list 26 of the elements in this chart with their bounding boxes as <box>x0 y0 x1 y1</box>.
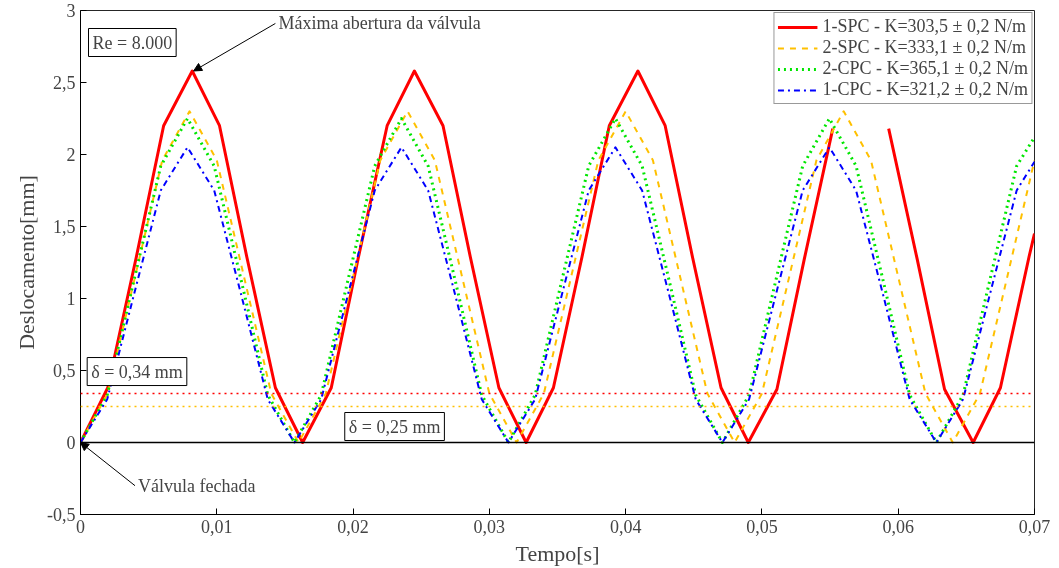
y-tick-label: 1 <box>66 289 76 309</box>
y-tick-label: -0,5 <box>47 505 76 525</box>
y-tick-label: 0 <box>66 433 76 453</box>
x-tick-label: 0,06 <box>882 516 914 537</box>
y-tick-label: 2,5 <box>53 73 76 93</box>
legend-label: 1-CPC - K=321,2 ± 0,2 N/m <box>822 79 1028 100</box>
x-tick-label: 0,02 <box>337 516 369 537</box>
legend-label: 1-SPC - K=303,5 ± 0,2 N/m <box>822 16 1026 37</box>
ref-line-label: δ = 0,25 mm <box>348 416 441 437</box>
ref-line-label: δ = 0,34 mm <box>91 361 183 382</box>
y-tick-label: 3 <box>66 1 76 21</box>
x-tick-label: 0,05 <box>746 516 778 537</box>
x-tick-label: 0,07 <box>1018 516 1051 537</box>
annotation: Re = 8.000 <box>92 32 173 53</box>
y-axis-title: Deslocamento[mm] <box>14 175 40 350</box>
legend-label: 2-CPC - K=365,1 ± 0,2 N/m <box>822 58 1028 79</box>
x-tick-label: 0,01 <box>201 516 233 537</box>
legend-label: 2-SPC - K=333,1 ± 0,2 N/m <box>822 37 1026 58</box>
annotation: Máxima abertura da válvula <box>278 13 481 34</box>
y-tick-label: 2 <box>66 145 76 165</box>
x-axis-title: Tempo[s] <box>515 540 600 566</box>
annotation: Válvula fechada <box>138 475 256 496</box>
x-tick-label: 0,03 <box>473 516 506 537</box>
x-tick-label: 0,04 <box>609 516 642 537</box>
y-tick-label: 1,5 <box>53 217 76 237</box>
y-tick-label: 0,5 <box>53 361 76 381</box>
